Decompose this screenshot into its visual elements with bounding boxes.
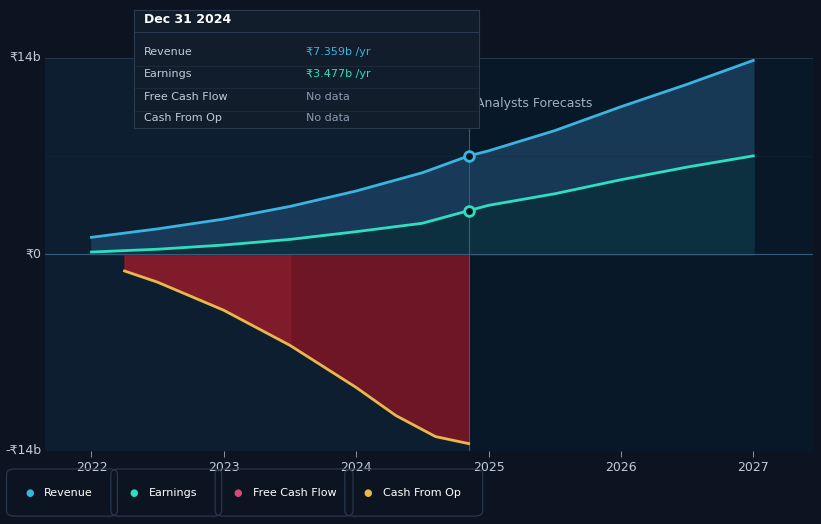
Text: Dec 31 2024: Dec 31 2024 (144, 14, 232, 26)
Text: ●: ● (234, 487, 242, 498)
Text: ₹14b: ₹14b (10, 51, 41, 64)
Bar (469, 58, 813, 451)
Text: Revenue: Revenue (144, 47, 193, 57)
Text: ₹0: ₹0 (25, 248, 41, 260)
Text: No data: No data (306, 92, 350, 102)
Text: Past: Past (435, 97, 461, 110)
Text: Analysts Forecasts: Analysts Forecasts (476, 97, 593, 110)
Text: Earnings: Earnings (144, 69, 193, 79)
Text: Free Cash Flow: Free Cash Flow (144, 92, 227, 102)
Text: Earnings: Earnings (149, 487, 197, 498)
Text: Cash From Op: Cash From Op (383, 487, 461, 498)
Text: -₹14b: -₹14b (5, 444, 41, 457)
Text: ●: ● (364, 487, 372, 498)
Text: ●: ● (130, 487, 138, 498)
Bar (45, 58, 469, 451)
Text: No data: No data (306, 113, 350, 123)
Text: ₹7.359b /yr: ₹7.359b /yr (306, 47, 371, 57)
Text: Free Cash Flow: Free Cash Flow (253, 487, 337, 498)
Text: Revenue: Revenue (44, 487, 93, 498)
Text: ₹3.477b /yr: ₹3.477b /yr (306, 69, 371, 79)
Text: ●: ● (25, 487, 34, 498)
Text: Cash From Op: Cash From Op (144, 113, 222, 123)
